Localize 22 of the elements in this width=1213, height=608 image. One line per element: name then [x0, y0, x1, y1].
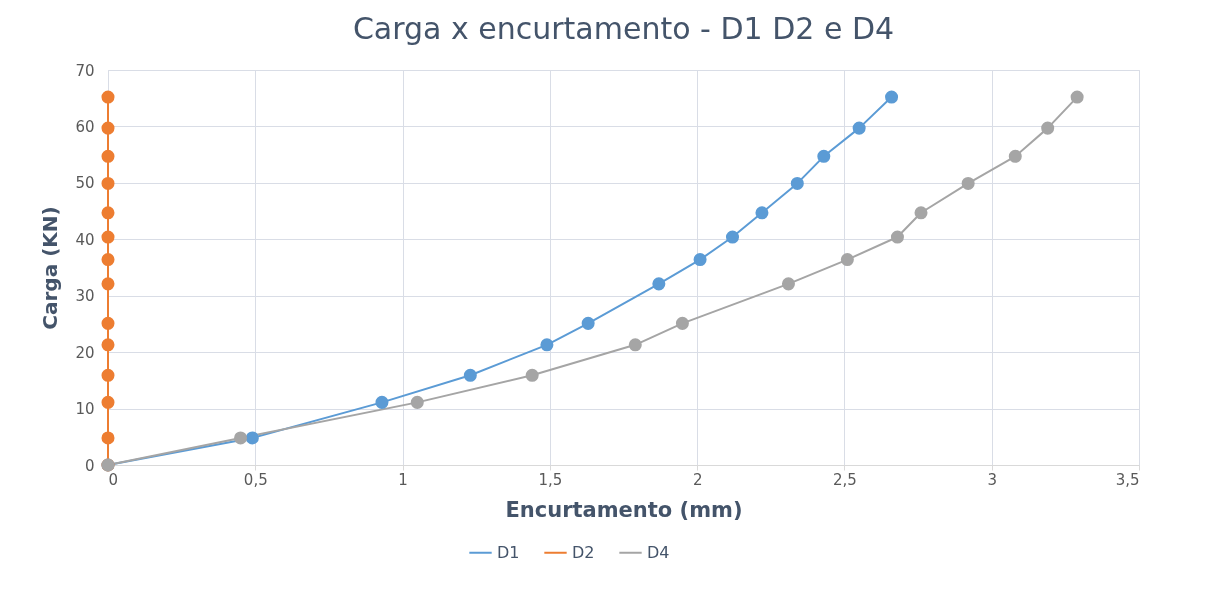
legend-label: D1: [497, 542, 520, 562]
x-tick-label: 0,5: [243, 470, 268, 489]
x-axis-title: Encurtamento (mm): [505, 497, 743, 522]
y-tick-label: 70: [75, 61, 95, 80]
y-tick-label: 40: [75, 230, 95, 249]
x-tick-label: 1: [398, 470, 408, 489]
x-tick-label: 3,5: [1115, 470, 1140, 489]
x-tick-label: 3: [987, 470, 997, 489]
y-tick-label: 30: [75, 287, 95, 306]
y-tick-label: 20: [75, 343, 95, 362]
x-tick-label: 1,5: [538, 470, 563, 489]
y-tick-label: 10: [75, 400, 95, 419]
legend-label: D2: [572, 542, 595, 562]
x-tick-label: 2: [692, 470, 703, 489]
x-tick-label: 0: [108, 470, 119, 489]
chart-title: Carga x encurtamento - D1 D2 e D4: [352, 11, 895, 46]
y-tick-label: 60: [75, 117, 95, 136]
y-tick-label: 0: [84, 456, 95, 475]
y-axis-title: Carga (KN): [38, 206, 63, 330]
legend-label: D4: [647, 542, 670, 562]
y-tick-label: 50: [75, 174, 95, 193]
x-tick-label: 2,5: [833, 470, 857, 489]
